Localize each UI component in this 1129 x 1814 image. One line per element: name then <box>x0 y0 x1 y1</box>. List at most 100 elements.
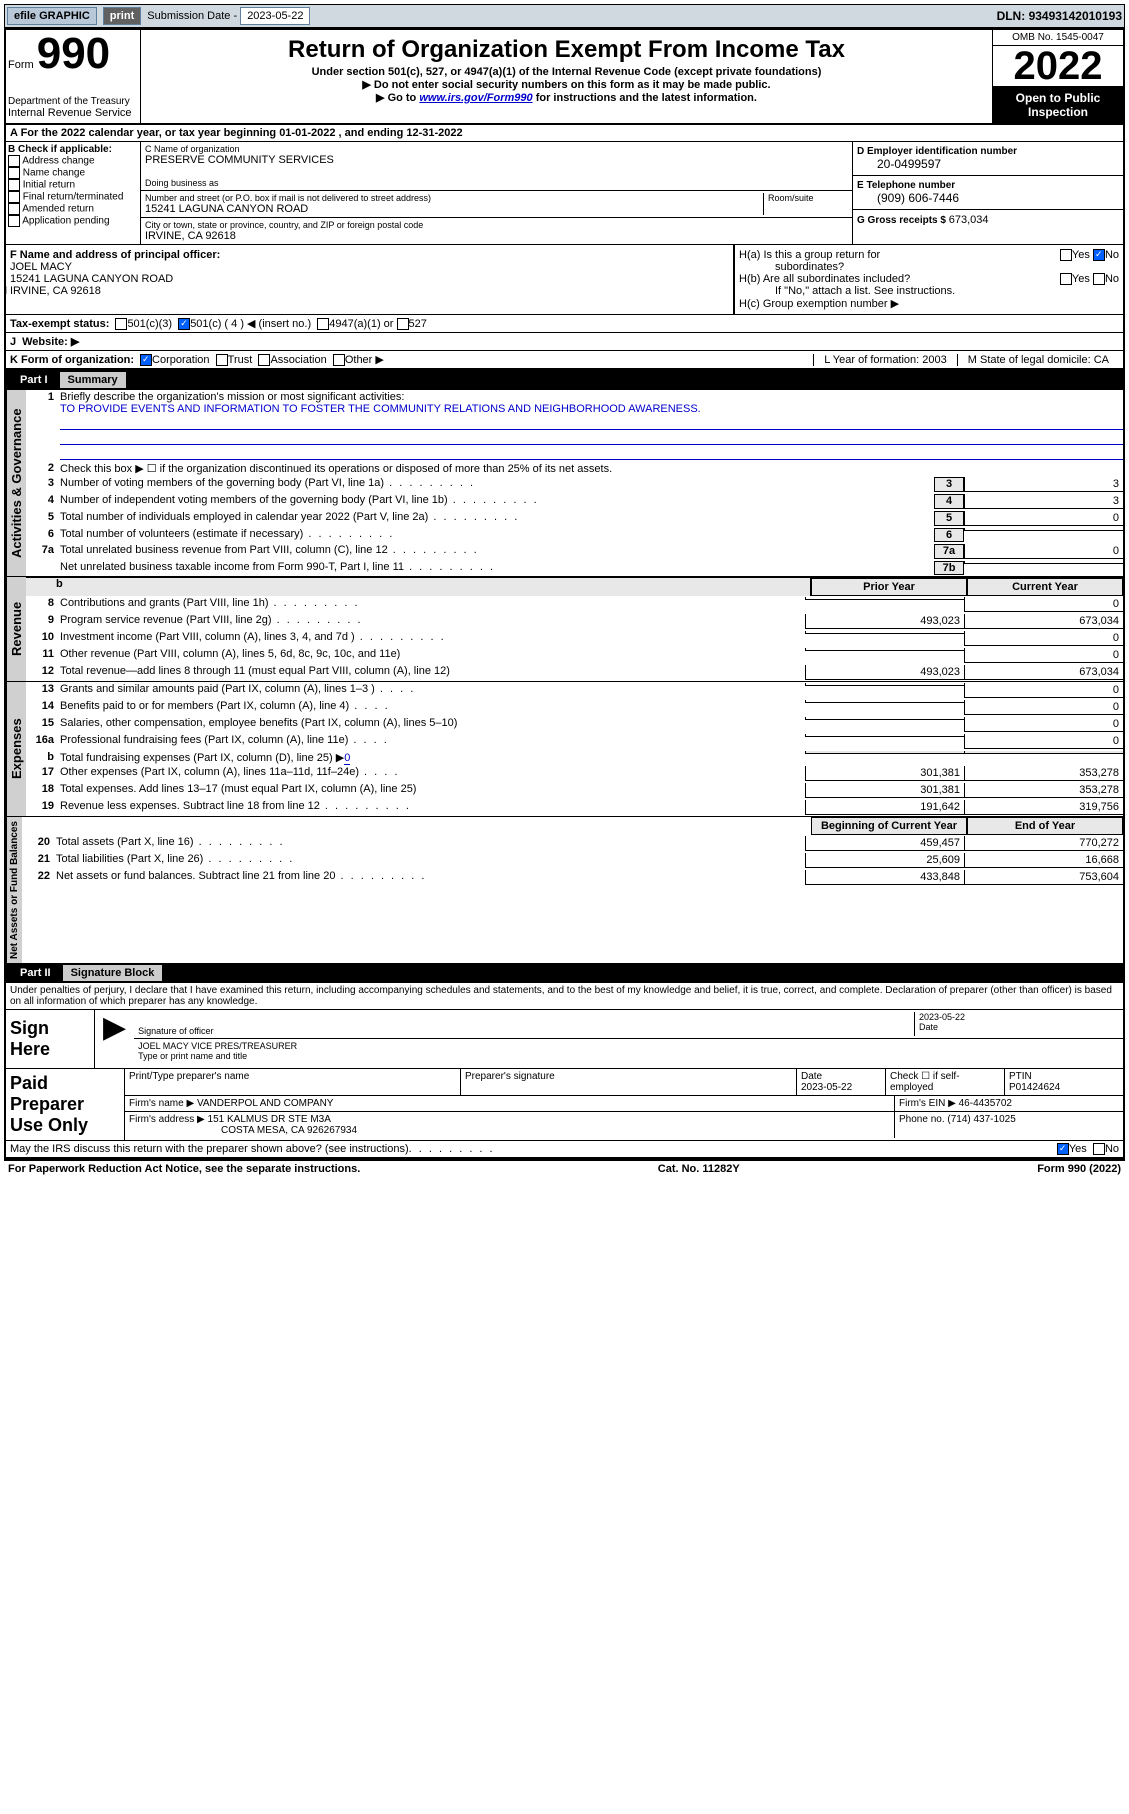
cb-assoc[interactable] <box>258 354 270 366</box>
open-to-public: Open to Public Inspection <box>993 87 1123 123</box>
officer-address: 15241 LAGUNA CANYON ROAD <box>10 273 729 285</box>
line-5-text: Total number of individuals employed in … <box>60 511 934 523</box>
line-7a-val: 0 <box>964 544 1123 559</box>
officer-city: IRVINE, CA 92618 <box>10 285 729 297</box>
c-column: C Name of organization PRESERVE COMMUNIT… <box>141 142 852 244</box>
line-12-text: Total revenue—add lines 8 through 11 (mu… <box>60 665 805 677</box>
cb-501c3[interactable] <box>115 318 127 330</box>
sign-here-row: Sign Here ▶ Signature of officer 2023-05… <box>6 1009 1123 1068</box>
v-label-activities: Activities & Governance <box>6 390 26 576</box>
cb-ha-no[interactable] <box>1093 249 1105 261</box>
org-name-label: C Name of organization <box>145 144 848 154</box>
form-prefix: Form <box>8 59 34 71</box>
line-18-c: 353,278 <box>964 783 1123 798</box>
line-19-text: Revenue less expenses. Subtract line 18 … <box>60 800 805 812</box>
line-21-text: Total liabilities (Part X, line 26) <box>56 853 805 865</box>
org-name: PRESERVE COMMUNITY SERVICES <box>145 154 848 166</box>
cb-address-change[interactable] <box>8 155 20 167</box>
i-label: Tax-exempt status: <box>10 318 109 330</box>
cb-ha-yes[interactable] <box>1060 249 1072 261</box>
b-item-3: Final return/terminated <box>23 192 124 203</box>
gross-label: G Gross receipts $ <box>857 215 949 226</box>
line-5-val: 0 <box>964 511 1123 526</box>
v-label-revenue: Revenue <box>6 577 26 681</box>
self-employed-check: Check ☐ if self-employed <box>886 1069 1005 1095</box>
hdr-current: Current Year <box>967 578 1123 596</box>
ein-label: D Employer identification number <box>857 146 1119 157</box>
room-label: Room/suite <box>768 193 848 203</box>
line-21-c: 16,668 <box>964 853 1123 868</box>
l-box: L Year of formation: 2003 <box>813 354 957 366</box>
f-box: F Name and address of principal officer:… <box>6 245 734 314</box>
cb-discuss-no[interactable] <box>1093 1143 1105 1155</box>
h-a: H(a) Is this a group return for Yes No s… <box>739 249 1119 273</box>
k-other: Other ▶ <box>345 353 384 366</box>
print-button[interactable]: print <box>103 7 141 25</box>
cb-other[interactable] <box>333 354 345 366</box>
j-row: J Website: ▶ <box>6 333 1123 351</box>
irs-link[interactable]: www.irs.gov/Form990 <box>419 92 532 104</box>
cb-amended[interactable] <box>8 203 20 215</box>
line-10-p <box>805 631 964 634</box>
form-year-box: OMB No. 1545-0047 2022 Open to Public In… <box>992 30 1123 123</box>
gross-receipts-box: G Gross receipts $ 673,034 <box>853 210 1123 230</box>
cb-527[interactable] <box>397 318 409 330</box>
phone-value: (714) 437-1025 <box>947 1114 1015 1125</box>
cb-hb-yes[interactable] <box>1060 273 1072 285</box>
prep-name-label: Print/Type preparer's name <box>129 1071 249 1082</box>
part-2-header: Part II Signature Block <box>6 963 1123 983</box>
line-7b-text: Net unrelated business taxable income fr… <box>60 561 934 573</box>
line-9-c: 673,034 <box>964 614 1123 629</box>
line-17-p: 301,381 <box>805 766 964 781</box>
prep-date-label: Date <box>801 1071 822 1082</box>
line-12-c: 673,034 <box>964 665 1123 680</box>
line-15-text: Salaries, other compensation, employee b… <box>60 717 805 729</box>
footer-mid: Cat. No. 11282Y <box>658 1163 740 1175</box>
form-header: Form 990 Department of the Treasury Inte… <box>6 30 1123 125</box>
cb-discuss-yes[interactable] <box>1057 1143 1069 1155</box>
dba-label: Doing business as <box>145 178 848 188</box>
hdr-prior: Prior Year <box>811 578 967 596</box>
line-11-c: 0 <box>964 648 1123 663</box>
cb-final-return[interactable] <box>8 191 20 203</box>
footer-left: For Paperwork Reduction Act Notice, see … <box>8 1163 360 1175</box>
b-item-2: Initial return <box>23 180 75 191</box>
k-assoc: Association <box>270 354 326 366</box>
form-subtitle-1: Under section 501(c), 527, or 4947(a)(1)… <box>145 66 988 78</box>
efile-button[interactable]: efile GRAPHIC <box>7 7 97 25</box>
line-7b-val <box>964 561 1123 564</box>
cb-4947[interactable] <box>317 318 329 330</box>
line-20-text: Total assets (Part X, line 16) <box>56 836 805 848</box>
cb-app-pending[interactable] <box>8 215 20 227</box>
line-13-c: 0 <box>964 683 1123 698</box>
cb-hb-no[interactable] <box>1093 273 1105 285</box>
tax-year: 2022 <box>993 46 1123 87</box>
cb-name-change[interactable] <box>8 167 20 179</box>
cb-corp[interactable] <box>140 354 152 366</box>
cb-501c[interactable] <box>178 318 190 330</box>
top-bar: efile GRAPHIC print Submission Date - 20… <box>4 4 1125 28</box>
d-column: D Employer identification number 20-0499… <box>852 142 1123 244</box>
b-item-5: Application pending <box>22 216 109 227</box>
line-8-c: 0 <box>964 597 1123 612</box>
line-7a-text: Total unrelated business revenue from Pa… <box>60 544 934 556</box>
form-id-box: Form 990 Department of the Treasury Inte… <box>6 30 141 123</box>
line-3-val: 3 <box>964 477 1123 492</box>
k-corp: Corporation <box>152 354 209 366</box>
v-label-expenses: Expenses <box>6 682 26 816</box>
line-18-p: 301,381 <box>805 783 964 798</box>
line-19-p: 191,642 <box>805 800 964 815</box>
form-990: Form 990 Department of the Treasury Inte… <box>4 28 1125 1161</box>
cb-trust[interactable] <box>216 354 228 366</box>
line-8-p <box>805 597 964 600</box>
ein-box: D Employer identification number 20-0499… <box>853 142 1123 176</box>
b-checkboxes: B Check if applicable: Address change Na… <box>6 142 141 244</box>
line-8-text: Contributions and grants (Part VIII, lin… <box>60 597 805 609</box>
line-17-text: Other expenses (Part IX, column (A), lin… <box>60 766 805 778</box>
line-3-text: Number of voting members of the governin… <box>60 477 934 489</box>
k-row: K Form of organization: Corporation Trus… <box>6 351 1123 370</box>
telephone-value: (909) 606-7446 <box>857 191 1119 205</box>
line-17-c: 353,278 <box>964 766 1123 781</box>
cb-initial-return[interactable] <box>8 179 20 191</box>
part-2-title: Signature Block <box>63 965 163 981</box>
